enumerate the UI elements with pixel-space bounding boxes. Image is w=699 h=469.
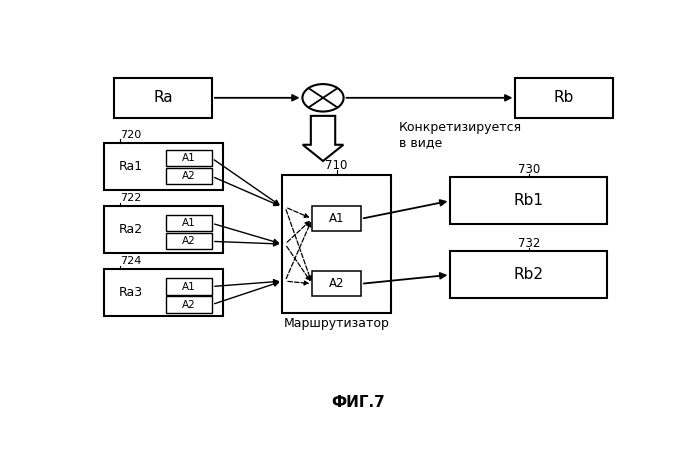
Text: 722: 722: [120, 193, 141, 203]
Text: A1: A1: [329, 212, 345, 225]
Text: Rb2: Rb2: [514, 267, 544, 282]
Text: Конкретизируется
в виде: Конкретизируется в виде: [399, 121, 522, 149]
FancyBboxPatch shape: [166, 168, 212, 184]
Text: A1: A1: [182, 281, 196, 292]
Text: A1: A1: [182, 218, 196, 228]
FancyBboxPatch shape: [115, 78, 212, 118]
FancyBboxPatch shape: [166, 150, 212, 166]
Text: Rb1: Rb1: [514, 193, 544, 208]
FancyBboxPatch shape: [450, 177, 607, 224]
Text: ФИГ.7: ФИГ.7: [331, 395, 385, 410]
Text: 732: 732: [518, 237, 540, 250]
Text: Ra2: Ra2: [119, 223, 143, 236]
FancyBboxPatch shape: [166, 233, 212, 250]
FancyBboxPatch shape: [282, 175, 391, 313]
FancyBboxPatch shape: [312, 206, 361, 231]
FancyBboxPatch shape: [103, 206, 223, 253]
Text: A2: A2: [329, 277, 345, 290]
Text: Ra1: Ra1: [119, 160, 143, 173]
Text: Ra3: Ra3: [119, 286, 143, 299]
Text: A1: A1: [182, 153, 196, 163]
FancyBboxPatch shape: [103, 143, 223, 190]
FancyBboxPatch shape: [312, 271, 361, 296]
Text: A2: A2: [182, 236, 196, 246]
Polygon shape: [303, 116, 343, 161]
Text: 724: 724: [120, 257, 141, 266]
Text: 710: 710: [325, 159, 348, 172]
Text: Ra: Ra: [153, 91, 173, 106]
FancyBboxPatch shape: [450, 251, 607, 298]
FancyBboxPatch shape: [515, 78, 613, 118]
FancyBboxPatch shape: [166, 296, 212, 313]
Text: 720: 720: [120, 130, 141, 140]
FancyBboxPatch shape: [166, 215, 212, 231]
FancyBboxPatch shape: [166, 279, 212, 295]
Text: A2: A2: [182, 171, 196, 182]
Text: Маршрутизатор: Маршрутизатор: [284, 317, 389, 330]
Text: 730: 730: [518, 163, 540, 176]
FancyBboxPatch shape: [103, 269, 223, 316]
Text: Rb: Rb: [554, 91, 575, 106]
Text: A2: A2: [182, 300, 196, 310]
